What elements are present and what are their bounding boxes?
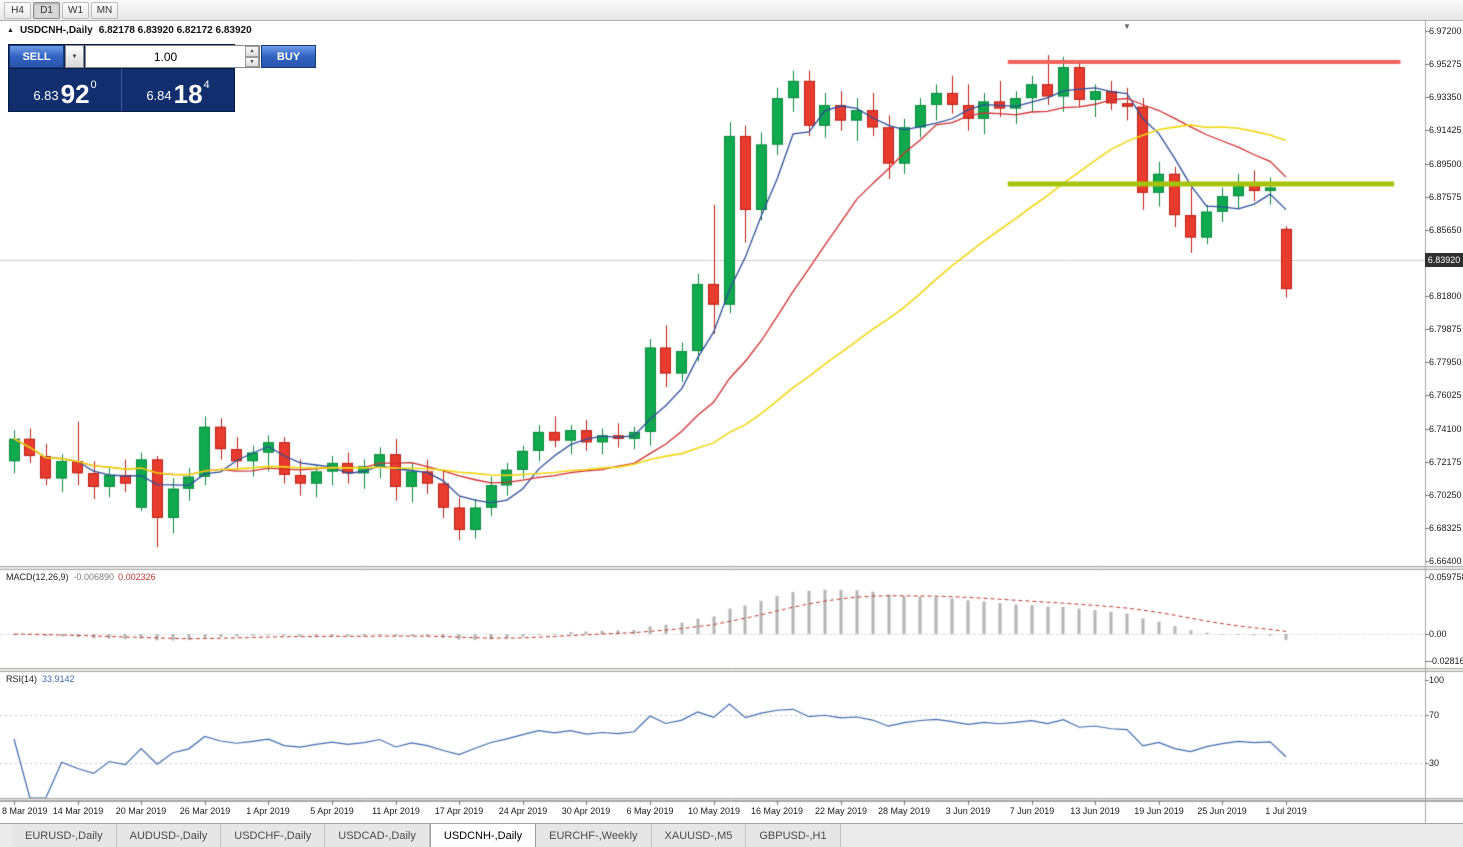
price-scale-label: 6.74100 xyxy=(1429,424,1462,434)
buy-price-prefix: 6.84 xyxy=(146,88,172,103)
date-label: 16 May 2019 xyxy=(750,806,804,816)
chart-title: ▲ USDCNH-,Daily 6.82178 6.83920 6.82172 … xyxy=(7,25,252,36)
date-label: 19 Jun 2019 xyxy=(1134,806,1184,816)
macd-scale-label: 0.00 xyxy=(1429,629,1447,639)
price-scale-label: 6.68325 xyxy=(1429,523,1462,533)
current-price-badge: 6.83920 xyxy=(1425,253,1463,267)
sell-price-prefix: 6.83 xyxy=(33,88,59,103)
buy-price-point: 4 xyxy=(203,79,210,91)
price-scale-label: 6.72175 xyxy=(1429,457,1462,467)
date-label: 3 Jun 2019 xyxy=(945,806,991,816)
chart-symbol-label: USDCNH-,Daily xyxy=(19,25,93,36)
sell-button[interactable]: SELL xyxy=(9,45,64,68)
tab-USDCAD[interactable]: USDCAD-,Daily xyxy=(325,824,430,847)
tab-AUDUSD[interactable]: AUDUSD-,Daily xyxy=(116,824,222,847)
date-label: 22 May 2019 xyxy=(814,806,868,816)
price-scale-label: 6.79875 xyxy=(1429,324,1462,334)
buy-price-pips: 18 xyxy=(173,78,203,109)
sell-price[interactable]: 6.83 92 0 xyxy=(9,69,122,111)
volume-increment-button[interactable]: ▲ xyxy=(245,46,259,57)
tab-EURCHF[interactable]: EURCHF-,Weekly xyxy=(536,824,652,847)
volume-input[interactable] xyxy=(86,46,245,67)
macd-signal-value: 0.002326 xyxy=(118,572,156,582)
volume-field: ▲ ▼ xyxy=(85,45,260,68)
rsi-indicator-label: RSI(14) 33.9142 xyxy=(6,674,75,684)
price-scale-label: 6.91425 xyxy=(1429,125,1462,135)
timeframe-button-H4[interactable]: H4 xyxy=(4,1,31,19)
date-label: 24 Apr 2019 xyxy=(498,806,548,816)
price-scale-label: 6.77950 xyxy=(1429,357,1462,367)
tab-GBPUSD[interactable]: GBPUSD-,H1 xyxy=(746,824,841,847)
date-label: 1 Apr 2019 xyxy=(246,806,290,816)
chevron-down-icon: ▼ xyxy=(71,53,78,60)
toolbar: H4 D1 W1 MN xyxy=(0,0,1463,21)
price-scale-label: 6.76025 xyxy=(1429,390,1462,400)
price-scale-label: 6.87575 xyxy=(1429,192,1462,202)
date-label: 30 Apr 2019 xyxy=(561,806,611,816)
one-click-controls: SELL ▼ ▲ ▼ BUY xyxy=(9,45,316,68)
tab-USDCHF[interactable]: USDCHF-,Daily xyxy=(221,824,326,847)
date-label: 28 May 2019 xyxy=(877,806,931,816)
chart-shift-marker-icon: ▼ xyxy=(1123,22,1131,31)
macd-main-value: -0.006890 xyxy=(73,572,115,582)
volume-dropdown-button[interactable]: ▼ xyxy=(65,45,84,68)
macd-scale-label: -0.02816 xyxy=(1429,656,1463,666)
price-scale-label: 6.70250 xyxy=(1429,490,1462,500)
timeframe-button-MN[interactable]: MN xyxy=(91,1,118,19)
date-label: 8 Mar 2019 xyxy=(2,806,48,816)
chart-ohlc-values: 6.82178 6.83920 6.82172 6.83920 xyxy=(98,25,252,36)
timeframe-button-W1[interactable]: W1 xyxy=(62,1,89,19)
date-label: 20 Mar 2019 xyxy=(115,806,167,816)
timeframe-button-D1[interactable]: D1 xyxy=(33,1,60,19)
price-scale-label: 6.89500 xyxy=(1429,159,1462,169)
tab-XAUUSD[interactable]: XAUUSD-,M5 xyxy=(651,824,747,847)
price-scale-label: 6.95275 xyxy=(1429,59,1462,69)
date-label: 1 Jul 2019 xyxy=(1265,806,1307,816)
date-label: 14 Mar 2019 xyxy=(52,806,104,816)
tab-USDCNH[interactable]: USDCNH-,Daily xyxy=(429,824,537,847)
date-label: 6 May 2019 xyxy=(626,806,674,816)
date-label: 17 Apr 2019 xyxy=(434,806,484,816)
date-label: 13 Jun 2019 xyxy=(1070,806,1120,816)
collapse-icon: ▲ xyxy=(7,27,14,34)
price-scale-label: 6.66400 xyxy=(1429,556,1462,566)
one-click-trading-panel: SELL ▼ ▲ ▼ BUY 6.83 92 0 6.84 18 xyxy=(8,44,316,112)
tab-EURUSD[interactable]: EURUSD-,Daily xyxy=(12,824,117,847)
date-label: 10 May 2019 xyxy=(687,806,741,816)
date-label: 25 Jun 2019 xyxy=(1197,806,1247,816)
price-scale-label: 6.81800 xyxy=(1429,291,1462,301)
volume-decrement-button[interactable]: ▼ xyxy=(245,56,259,67)
date-label: 11 Apr 2019 xyxy=(372,806,420,816)
price-scale-label: 6.85650 xyxy=(1429,225,1462,235)
sell-price-pips: 92 xyxy=(60,78,90,109)
sell-price-point: 0 xyxy=(90,79,97,91)
date-label: 7 Jun 2019 xyxy=(1009,806,1055,816)
macd-indicator-label: MACD(12,26,9) -0.006890 0.002326 xyxy=(6,572,156,582)
date-label: 5 Apr 2019 xyxy=(310,806,354,816)
symbol-tab-bar: EURUSD-,Daily AUDUSD-,Daily USDCHF-,Daily U… xyxy=(0,823,1463,847)
buy-button[interactable]: BUY xyxy=(261,45,316,68)
rsi-name: RSI(14) xyxy=(6,674,38,684)
macd-scale-label: 0.059758 xyxy=(1429,572,1463,582)
volume-spinner: ▲ ▼ xyxy=(245,46,259,67)
chart-canvas[interactable] xyxy=(0,20,1463,824)
buy-price[interactable]: 6.84 18 4 xyxy=(122,69,234,111)
one-click-prices: 6.83 92 0 6.84 18 4 xyxy=(9,68,234,111)
rsi-value: 33.9142 xyxy=(42,674,75,684)
timeframe-group: H4 D1 W1 MN xyxy=(4,1,118,19)
macd-name: MACD(12,26,9) xyxy=(6,572,69,582)
rsi-scale-label: 100 xyxy=(1429,675,1445,685)
date-label: 26 Mar 2019 xyxy=(179,806,231,816)
rsi-scale-label: 70 xyxy=(1429,710,1440,720)
rsi-scale-label: 30 xyxy=(1429,758,1440,768)
price-scale-label: 6.93350 xyxy=(1429,92,1462,102)
price-scale-label: 6.97200 xyxy=(1429,26,1462,36)
